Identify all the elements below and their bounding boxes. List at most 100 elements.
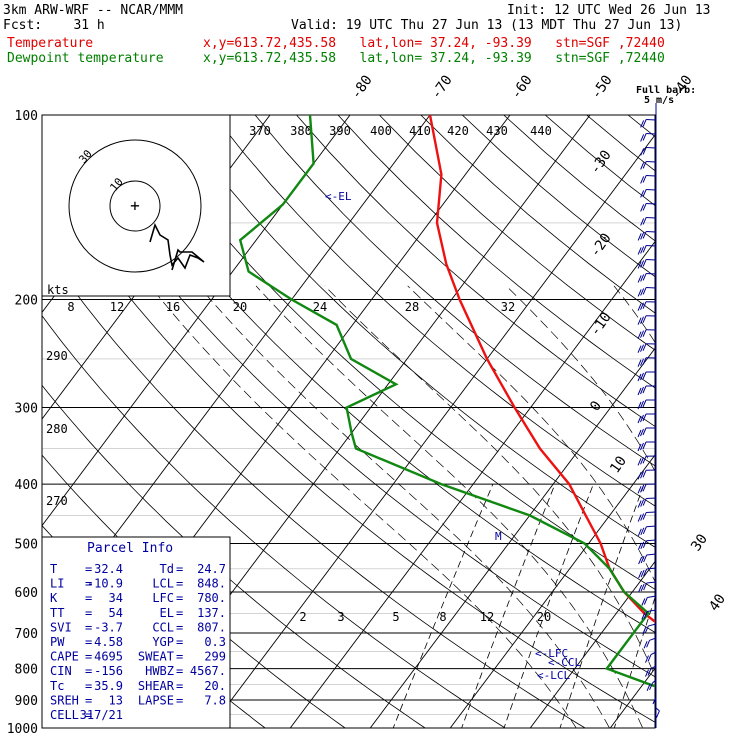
parcel-value: -3.7 xyxy=(94,620,123,634)
parcel-eq: = xyxy=(85,664,92,678)
wind-barb-flag xyxy=(640,316,644,324)
parcel-eq: = xyxy=(85,708,92,722)
parcel-key: SREH xyxy=(50,693,79,707)
pressure-label: 200 xyxy=(15,294,38,309)
isotherm-line xyxy=(529,560,655,728)
wind-barb xyxy=(646,497,657,500)
wind-barb xyxy=(650,665,657,670)
dry-adiabat xyxy=(503,115,655,242)
pressure-label: 900 xyxy=(15,694,38,709)
hodograph-ring-10 xyxy=(109,180,161,232)
theta-label: 400 xyxy=(370,124,392,138)
wind-barb-flag xyxy=(637,331,642,339)
parcel-eq: = xyxy=(85,693,92,707)
wind-barb-flag xyxy=(640,260,645,268)
wind-barb-flag xyxy=(637,514,642,522)
hodograph-center: + xyxy=(130,196,140,215)
wind-barb-flag xyxy=(642,301,647,309)
wind-barb-flag xyxy=(640,428,644,437)
dry-adiabat xyxy=(42,174,655,723)
wind-legend-title: Full barb: xyxy=(636,85,696,96)
pressure-label: 100 xyxy=(15,109,38,124)
parcel-value: 20. xyxy=(204,679,226,693)
parcel-key: SVI xyxy=(50,620,72,634)
hodograph-ring-30 xyxy=(68,139,202,273)
wind-barb-flag xyxy=(637,345,642,353)
level-marker: <-EL xyxy=(325,190,352,203)
mixing-ratio-label: 12 xyxy=(480,610,494,624)
wind-barb xyxy=(646,581,657,584)
model-title: 3km ARW-WRF -- NCAR/MMM xyxy=(3,3,184,18)
theta-label: 390 xyxy=(329,124,351,138)
wind-barb xyxy=(646,553,657,556)
wind-barb-flag xyxy=(645,655,649,663)
dewpoint-curve xyxy=(238,115,655,688)
wind-barb-flag xyxy=(644,625,649,634)
isotherm-line xyxy=(42,115,351,527)
parcel-key: T xyxy=(50,562,57,576)
parcel-value: 137. xyxy=(197,606,226,620)
wind-barb-flag xyxy=(640,134,645,142)
wind-barb xyxy=(646,258,657,261)
wind-barb xyxy=(646,188,657,191)
dry-adiabat xyxy=(586,115,655,172)
wind-barb-flag xyxy=(642,626,647,635)
mixing-ratio-line xyxy=(725,484,740,740)
parcel-key: TT xyxy=(50,606,64,620)
wind-barb-flag xyxy=(643,611,648,619)
wind-barb-flag xyxy=(642,231,647,239)
wind-barb-flag xyxy=(642,371,647,380)
wind-barb-flag xyxy=(640,176,645,184)
wind-barb-flag xyxy=(642,413,647,422)
wind-barb-flag xyxy=(640,386,644,395)
parcel-eq: = xyxy=(85,679,92,693)
wind-barb-flag xyxy=(637,401,642,410)
wind-barb-flag xyxy=(642,427,647,436)
temperature-location: x,y=613.72,435.58 lat,lon= 37.24, -93.39… xyxy=(203,36,665,51)
wind-barb-flag xyxy=(637,373,642,382)
parcel-eq: = xyxy=(176,679,183,693)
wind-barb-flag xyxy=(643,597,648,605)
wind-barb-flag xyxy=(638,556,643,565)
wind-barb-flag xyxy=(643,582,648,591)
wind-barb-flag xyxy=(642,441,647,450)
dry-adiabat xyxy=(89,115,655,633)
pressure-label: 1000 xyxy=(7,722,38,737)
wind-barb-flag xyxy=(640,555,645,564)
theta-label: 380 xyxy=(290,124,312,138)
wind-barb-flag xyxy=(642,189,647,197)
dry-adiabat xyxy=(379,115,655,351)
wind-barb-flag xyxy=(640,457,644,465)
wind-barb-flag xyxy=(640,162,645,170)
wind-barb-flag xyxy=(642,217,647,225)
moist-adiabat-label: 8 xyxy=(67,300,74,314)
level-marker: <-LCL xyxy=(537,669,570,682)
moist-adiabat xyxy=(407,285,655,583)
wind-barb xyxy=(646,244,657,247)
wind-barb xyxy=(647,595,657,598)
dewpoint-label: Dewpoint temperature xyxy=(7,51,164,66)
wind-barb xyxy=(646,539,657,542)
isotherm-label: 30 xyxy=(688,531,711,554)
wind-barb-flag xyxy=(642,470,647,478)
wind-barb-flag xyxy=(642,484,647,492)
wind-barb-flag xyxy=(642,175,647,183)
parcel-key: CELL xyxy=(50,708,79,722)
mixing-ratio-label: 5 xyxy=(392,610,399,624)
wind-barb xyxy=(646,132,657,135)
dry-adiabat xyxy=(544,115,655,206)
wind-barb-flag xyxy=(642,357,647,365)
wind-barb-flag xyxy=(646,640,651,648)
wind-barb-flag xyxy=(642,133,647,141)
wind-barb-flag xyxy=(642,273,647,281)
wind-barb-flag xyxy=(642,512,647,520)
mixing-ratio-label: 2 xyxy=(299,610,306,624)
wind-barb-flag xyxy=(637,387,642,396)
wind-barb-flag xyxy=(643,554,648,563)
theta-label: 430 xyxy=(486,124,508,138)
parcel-eq: = xyxy=(85,577,92,591)
moist-adiabat-label: 24 xyxy=(313,300,327,314)
parcel-key: Td xyxy=(160,562,174,576)
wind-barb xyxy=(648,623,657,627)
mixing-ratio-line xyxy=(461,483,556,728)
